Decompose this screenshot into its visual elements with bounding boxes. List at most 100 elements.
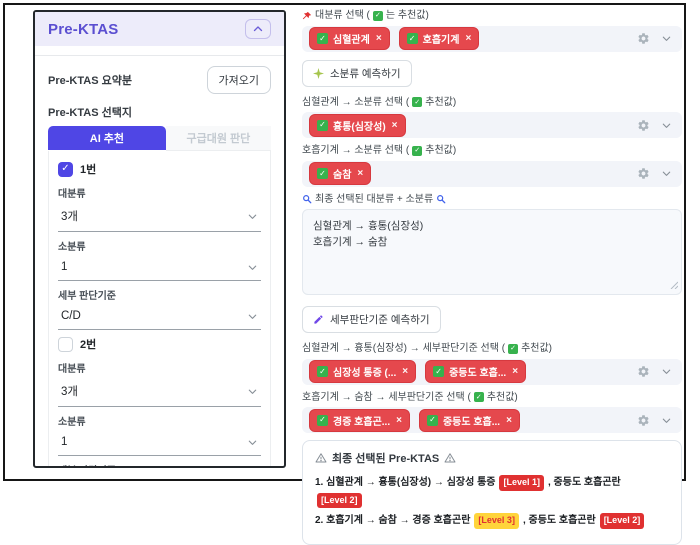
panel-header: Pre-KTAS [35, 12, 284, 46]
major-category-label: 대분류 [58, 364, 86, 375]
detail-criteria-label: 세부 판단기준 [58, 291, 116, 302]
tag-cardiovascular[interactable]: ✓ 심혈관계 × [309, 27, 390, 50]
final-selection-label: 최종 선택된 대분류 + 소분류 [302, 194, 682, 206]
chevron-down-icon[interactable] [661, 120, 672, 131]
close-icon[interactable]: × [402, 366, 409, 377]
check-icon: ✓ [317, 414, 328, 426]
check-icon: ✓ [433, 366, 445, 377]
cardio-sub-tag-row: ✓ 흉통(심장성) × [302, 112, 682, 138]
chevron-down-icon[interactable] [661, 415, 672, 426]
tag-label: 경증 호흡곤... [333, 416, 391, 428]
tag-dyspnea[interactable]: ✓ 숨참 × [309, 162, 372, 185]
chevron-down-icon[interactable] [661, 366, 672, 377]
major-tag-row: ✓ 심혈관계 × ✓ 호흡기계 × [302, 25, 682, 52]
close-icon[interactable]: × [357, 168, 364, 179]
resp-detail-select-label: 호흡기계 → 숨참 → 세부판단기준 선택 ( ✓ 추천값) [302, 391, 518, 403]
cardio-detail-select-label: 심혈관계 → 흉통(심장성) → 세부판단기준 선택 ( ✓ 추천값) [302, 343, 552, 354]
gear-icon[interactable] [637, 167, 650, 180]
tab-paramedic-judgement[interactable]: 구급대원 판단 [165, 126, 271, 151]
tag-moderate-dyspnea[interactable]: ✓ 중등도 호흡... × [418, 408, 520, 432]
search-icon [436, 194, 446, 204]
collapse-button[interactable] [245, 19, 271, 39]
tag-respiratory[interactable]: ✓ 호흡기계 × [398, 27, 480, 50]
select-detail-criteria-1[interactable]: C/D [58, 305, 261, 330]
choices-label: Pre-KTAS 선택지 [48, 107, 132, 119]
selection-panel: 대분류 선택 ( ✓ 는 추천값) ✓ 심혈관계 × ✓ 호흡기계 × 소분류 … [302, 8, 682, 545]
gear-icon[interactable] [637, 119, 650, 132]
tag-label: 심혈관계 [333, 35, 370, 46]
tab-ai-recommend[interactable]: AI 추천 [48, 126, 166, 150]
checkbox-item-2-label: 2번 [80, 339, 97, 351]
chevron-down-icon [247, 386, 258, 397]
tag-label: 중등도 호흡... [442, 416, 501, 428]
check-icon: ✓ [372, 10, 383, 21]
pencil-icon [313, 314, 324, 325]
tag-label: 흉통(심장성) [333, 121, 386, 133]
chevron-down-icon[interactable] [661, 168, 672, 179]
final-pre-ktas-box: 최종 선택된 Pre-KTAS 1. 심혈관계 → 흉통(심장성) → 심장성 … [302, 440, 682, 545]
checkbox-item-1[interactable]: ✓ [58, 161, 73, 177]
tag-label: 중등도 호흡... [449, 368, 507, 379]
level-badge: [Level 2] [317, 492, 362, 508]
sub-category-label: 소분류 [58, 242, 86, 253]
choice-tabs: AI 추천 구급대원 판단 [48, 126, 271, 151]
chevron-down-icon [247, 262, 258, 273]
select-major-category-2[interactable]: 3개 [58, 378, 261, 407]
resp-sub-tag-row: ✓ 숨참 × [302, 160, 682, 187]
panel-title: Pre-KTAS [48, 20, 119, 38]
tag-label: 호흡기계 [422, 35, 460, 46]
level-badge: [Level 2] [599, 513, 645, 529]
tag-label: 숨참 [333, 170, 352, 181]
select-major-category-1[interactable]: 3개 [58, 203, 261, 232]
chevron-down-icon[interactable] [661, 33, 672, 44]
check-icon: ✓ [412, 97, 423, 108]
tag-mild-dyspnea[interactable]: ✓ 경증 호흡곤... × [309, 408, 410, 432]
final-selection-textarea[interactable]: 심혈관계 → 흉통(심장성) 호흡기계 → 숨참 [302, 209, 682, 295]
predict-subcategory-button[interactable]: 소분류 예측하기 [302, 59, 412, 87]
chevron-down-icon [247, 211, 258, 222]
detail-criteria-label: 세부 판단기준 [58, 462, 261, 466]
tag-moderate-dyspnea[interactable]: ✓ 중등도 호흡... × [425, 360, 527, 383]
close-icon[interactable]: × [396, 414, 402, 426]
final-pre-ktas-title: 최종 선택된 Pre-KTAS [315, 450, 669, 466]
major-select-label: 대분류 선택 ( ✓ 는 추천값) [302, 10, 682, 22]
pin-icon [302, 11, 312, 21]
check-icon: ✓ [317, 33, 328, 44]
select-sub-category-1[interactable]: 1 [58, 256, 261, 281]
level-badge: [Level 3] [474, 513, 519, 529]
resize-handle[interactable] [670, 276, 679, 294]
check-icon: ✓ [473, 392, 484, 403]
import-button[interactable]: 가져오기 [206, 66, 271, 94]
pre-ktas-panel: Pre-KTAS Pre-KTAS 요약분 가져오기 Pre-KTAS 선택지 … [33, 10, 286, 468]
tag-cardiac-pain[interactable]: ✓ 심장성 통증 (... × [309, 360, 417, 383]
sparkle-icon [313, 67, 324, 79]
warning-icon [444, 452, 456, 464]
header-divider [35, 55, 284, 56]
gear-icon[interactable] [637, 414, 650, 427]
warning-icon [315, 452, 327, 464]
close-icon[interactable]: × [506, 414, 512, 426]
chevron-down-icon [247, 311, 258, 322]
major-category-label: 대분류 [58, 189, 86, 200]
cardio-sub-select-label: 심혈관계 → 소분류 선택 ( ✓ 추천값) [302, 96, 457, 108]
gear-icon[interactable] [637, 365, 650, 378]
check-icon: ✓ [406, 33, 418, 44]
checkbox-item-1-label: 1번 [80, 164, 97, 176]
close-icon[interactable]: × [391, 119, 398, 131]
select-sub-category-2[interactable]: 1 [58, 431, 261, 456]
tab-content: ✓ 1번 대분류 3개 소분류 1 세부 판단기준 C/D [48, 151, 271, 466]
checkbox-item-2[interactable] [58, 336, 73, 352]
tag-chest-pain[interactable]: ✓ 흉통(심장성) × [309, 113, 406, 137]
summary-label: Pre-KTAS 요약분 [48, 75, 132, 87]
search-icon [302, 194, 312, 204]
cardio-detail-tag-row: ✓ 심장성 통증 (... × ✓ 중등도 호흡... × [302, 358, 682, 385]
chevron-down-icon [247, 437, 258, 448]
check-icon: ✓ [412, 145, 423, 156]
close-icon[interactable]: × [465, 33, 472, 44]
resp-sub-select-label: 호흡기계 → 소분류 선택 ( ✓ 추천값) [302, 145, 457, 156]
close-icon[interactable]: × [512, 366, 519, 377]
gear-icon[interactable] [637, 32, 650, 45]
tag-label: 심장성 통증 (... [333, 368, 397, 379]
close-icon[interactable]: × [375, 33, 382, 44]
predict-detail-criteria-button[interactable]: 세부판단기준 예측하기 [302, 306, 441, 333]
